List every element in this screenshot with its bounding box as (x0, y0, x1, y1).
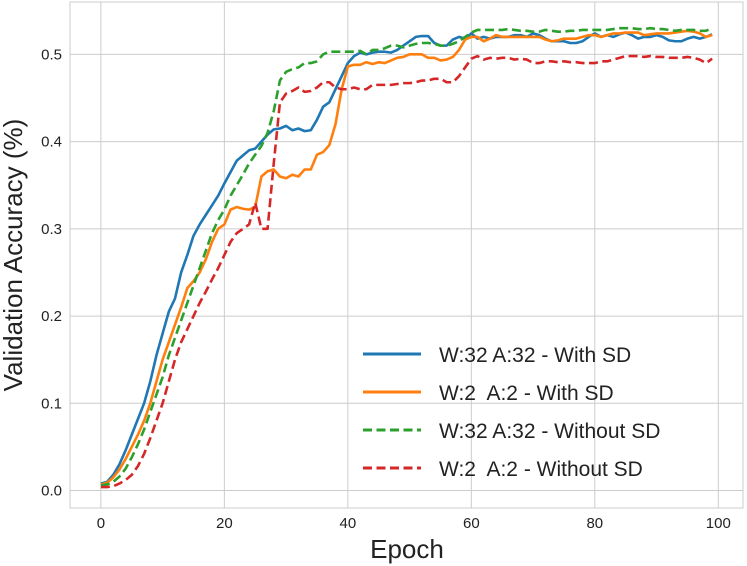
series-line-2 (100, 29, 713, 486)
legend-label-2: W:2 A:2 - With SD (439, 382, 614, 405)
series-line-3 (100, 26, 713, 487)
axis-ticks: 0 20 40 60 80 100 0.0 0.1 0.2 0.3 0.4 0.5 (41, 46, 731, 532)
x-tick-label: 100 (706, 515, 731, 532)
series-lines (100, 26, 713, 489)
x-tick-label: 60 (463, 515, 480, 532)
x-tick-label: 0 (97, 515, 105, 532)
x-axis-label: Epoch (370, 534, 444, 564)
y-tick-label: 0.0 (41, 483, 62, 500)
y-tick-label: 0.3 (41, 221, 62, 238)
y-tick-label: 0.5 (41, 46, 62, 63)
legend: W:32 A:32 - With SD W:2 A:2 - With SD W:32… (363, 344, 660, 481)
legend-label-3: W:32 A:32 - Without SD (439, 420, 660, 443)
y-tick-label: 0.2 (41, 308, 62, 325)
y-axis-label: Validation Accuracy (%) (0, 119, 28, 392)
series-line-4 (100, 54, 713, 489)
x-tick-label: 40 (340, 515, 357, 532)
legend-label-4: W:2 A:2 - Without SD (439, 458, 643, 481)
y-tick-label: 0.4 (41, 134, 62, 151)
y-tick-label: 0.1 (41, 395, 62, 412)
series-line-1 (100, 31, 713, 485)
x-tick-label: 20 (216, 515, 233, 532)
x-tick-label: 80 (586, 515, 603, 532)
legend-label-1: W:32 A:32 - With SD (439, 344, 631, 367)
plot-area (69, 1, 744, 509)
